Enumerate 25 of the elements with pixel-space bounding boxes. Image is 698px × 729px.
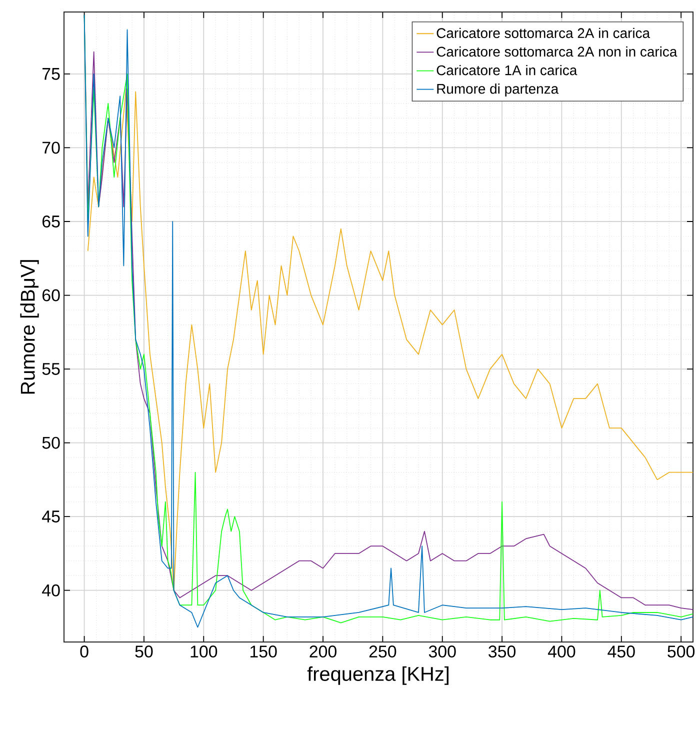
- y-tick-label: 65: [42, 216, 60, 228]
- y-tick-label: 45: [42, 510, 60, 523]
- legend-label: Caricatore sottomarca 2A non in carica: [436, 46, 678, 57]
- x-tick-label: 50: [135, 646, 153, 658]
- x-tick-label: 500: [668, 646, 695, 658]
- y-tick-label: 60: [42, 289, 60, 302]
- x-axis-title: frequenza [KHz]: [307, 666, 448, 685]
- x-tick-label: 250: [369, 646, 396, 658]
- legend-label: Rumore di partenza: [437, 84, 559, 97]
- x-tick-label: 400: [548, 646, 576, 658]
- y-tick-label: 40: [42, 584, 60, 596]
- x-tick-label: 150: [250, 646, 277, 658]
- x-tick-label: 450: [608, 646, 635, 658]
- x-tick-label: 0: [80, 646, 88, 658]
- legend-label: Caricatore 1A in carica: [436, 64, 578, 76]
- x-tick-label: 100: [190, 646, 218, 658]
- y-tick-label: 55: [42, 363, 60, 375]
- x-tick-label: 200: [310, 646, 336, 658]
- y-tick-label: 50: [42, 436, 60, 449]
- y-axis-title: Rumore [dBμV]: [20, 260, 39, 394]
- y-tick-label: 70: [42, 142, 60, 154]
- x-tick-label: 300: [428, 646, 456, 658]
- x-tick-label: 350: [488, 646, 516, 658]
- legend-label: Caricatore sottomarca 2A in carica: [436, 28, 650, 38]
- y-tick-label: 75: [42, 68, 60, 80]
